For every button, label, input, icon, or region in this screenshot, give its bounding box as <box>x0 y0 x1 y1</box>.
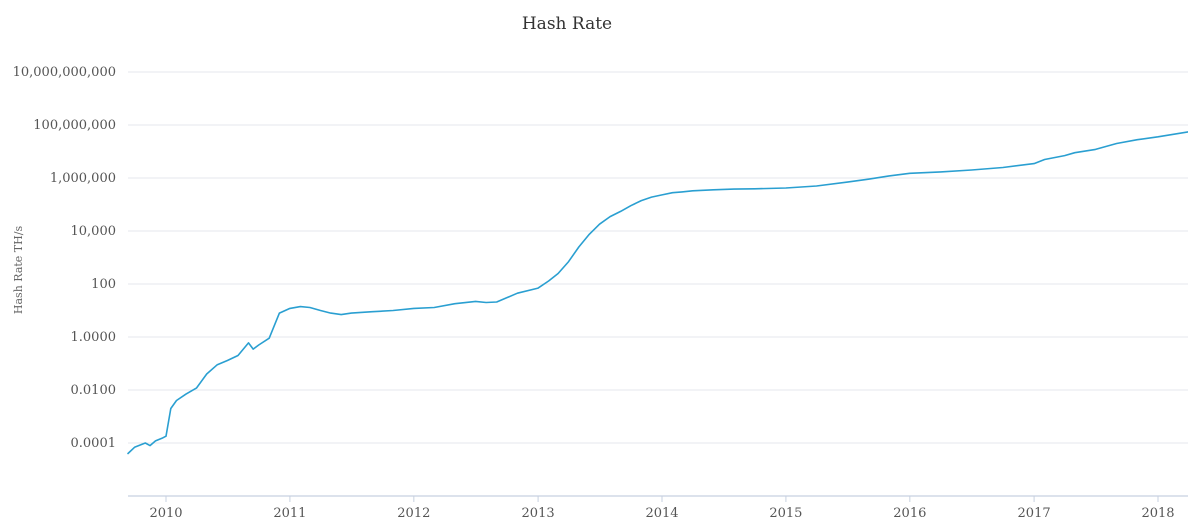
y-tick-label: 100,000,000 <box>33 118 116 133</box>
x-tick-label: 2012 <box>397 506 430 521</box>
y-tick-labels: 10,000,000,000 100,000,000 1,000,000 10,000… <box>13 65 116 451</box>
y-axis-label: Hash Rate TH/s <box>12 226 25 315</box>
x-tick-labels: 2010 2011 2012 2013 2014 2015 2016 2017 2018 <box>149 496 1175 521</box>
x-tick-label: 2016 <box>893 506 926 521</box>
x-tick-label: 2010 <box>149 506 182 521</box>
x-tick-label: 2013 <box>522 506 555 521</box>
y-tick-label: 10,000,000,000 <box>13 65 116 80</box>
hash-rate-series-line <box>127 131 1188 455</box>
y-tick-label: 0.0100 <box>71 383 117 398</box>
series-layer <box>127 131 1188 455</box>
x-tick-label: 2015 <box>769 506 802 521</box>
chart-title: Hash Rate <box>522 14 612 34</box>
y-tick-label: 1,000,000 <box>50 171 116 186</box>
y-tick-label: 10,000 <box>71 224 117 239</box>
y-tick-label: 100 <box>91 277 116 292</box>
x-tick-label: 2018 <box>1141 506 1174 521</box>
grid-lines <box>128 71 1188 444</box>
y-tick-label: 1.0000 <box>71 330 117 345</box>
x-tick-label: 2011 <box>273 506 306 521</box>
x-tick-label: 2014 <box>645 506 678 521</box>
x-tick-label: 2017 <box>1018 506 1051 521</box>
y-tick-label: 0.0001 <box>71 436 117 451</box>
